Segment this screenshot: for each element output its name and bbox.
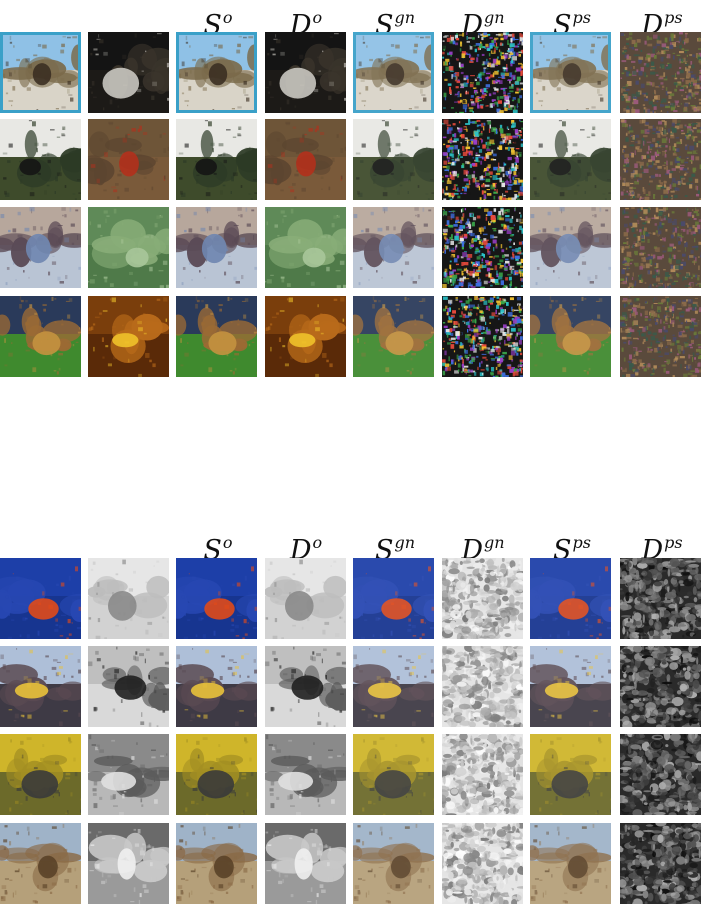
image-tile-cover	[88, 32, 169, 113]
image-tile-decoded-ps	[620, 558, 701, 639]
image-tile-decoded-gn	[442, 32, 523, 113]
image-tile-stego-gn	[353, 646, 434, 727]
image-tile-secret-original	[176, 119, 257, 200]
image-tile-stego-ps	[530, 296, 611, 377]
image-tile-decoded-ps	[620, 823, 701, 904]
image-tile-cover	[88, 207, 169, 288]
image-tile-decoded-ps	[620, 296, 701, 377]
image-tile-cover	[88, 296, 169, 377]
figure-panel-bottom: So Do Sgn Dgn Sps Dps	[0, 525, 706, 909]
image-tile-stego-ps	[530, 646, 611, 727]
image-tile-decoded-original	[265, 646, 346, 727]
image-tile-cover	[88, 558, 169, 639]
image-tile-stego-gn	[353, 207, 434, 288]
image-tile-secret-original	[176, 296, 257, 377]
column-header-row-top: So Do Sgn Dgn Sps Dps	[0, 0, 706, 41]
figure-panel-top: So Do Sgn Dgn Sps Dps	[0, 0, 706, 385]
image-tile-secret-original	[176, 207, 257, 288]
image-tile-secret-original	[176, 823, 257, 904]
image-tile-decoded-original	[265, 558, 346, 639]
image-tile-decoded-original	[265, 207, 346, 288]
image-tile-secret-original	[176, 734, 257, 815]
image-tile-secret	[0, 823, 81, 904]
image-tile-decoded-gn	[442, 207, 523, 288]
image-tile-secret	[0, 558, 81, 639]
image-tile-decoded-original	[265, 734, 346, 815]
image-tile-stego-ps	[530, 823, 611, 904]
image-tile-stego-ps	[530, 119, 611, 200]
image-tile-stego-ps	[530, 734, 611, 815]
image-tile-secret	[0, 119, 81, 200]
image-tile-decoded-ps	[620, 119, 701, 200]
image-tile-cover	[88, 646, 169, 727]
image-tile-stego-ps	[530, 32, 611, 113]
image-tile-stego-ps	[530, 558, 611, 639]
image-tile-decoded-ps	[620, 32, 701, 113]
image-tile-secret	[0, 646, 81, 727]
image-tile-decoded-original	[265, 119, 346, 200]
image-tile-decoded-gn	[442, 734, 523, 815]
image-tile-secret-original	[176, 558, 257, 639]
image-tile-decoded-gn	[442, 119, 523, 200]
image-tile-stego-gn	[353, 296, 434, 377]
image-tile-secret	[0, 207, 81, 288]
image-tile-secret-original	[176, 32, 257, 113]
image-tile-stego-gn	[353, 32, 434, 113]
image-tile-stego-gn	[353, 558, 434, 639]
image-tile-decoded-gn	[442, 823, 523, 904]
column-header-row-bottom: So Do Sgn Dgn Sps Dps	[0, 525, 706, 566]
image-tile-decoded-ps	[620, 646, 701, 727]
image-tile-decoded-ps	[620, 734, 701, 815]
image-tile-secret	[0, 734, 81, 815]
image-tile-decoded-original	[265, 32, 346, 113]
image-tile-cover	[88, 119, 169, 200]
image-tile-stego-gn	[353, 119, 434, 200]
image-tile-secret	[0, 32, 81, 113]
image-tile-stego-gn	[353, 823, 434, 904]
image-tile-decoded-gn	[442, 558, 523, 639]
image-tile-decoded-original	[265, 823, 346, 904]
image-tile-cover	[88, 734, 169, 815]
image-tile-secret	[0, 296, 81, 377]
image-tile-cover	[88, 823, 169, 904]
image-tile-decoded-original	[265, 296, 346, 377]
image-tile-decoded-gn	[442, 646, 523, 727]
image-tile-decoded-gn	[442, 296, 523, 377]
image-tile-secret-original	[176, 646, 257, 727]
image-tile-stego-ps	[530, 207, 611, 288]
image-tile-stego-gn	[353, 734, 434, 815]
image-tile-decoded-ps	[620, 207, 701, 288]
